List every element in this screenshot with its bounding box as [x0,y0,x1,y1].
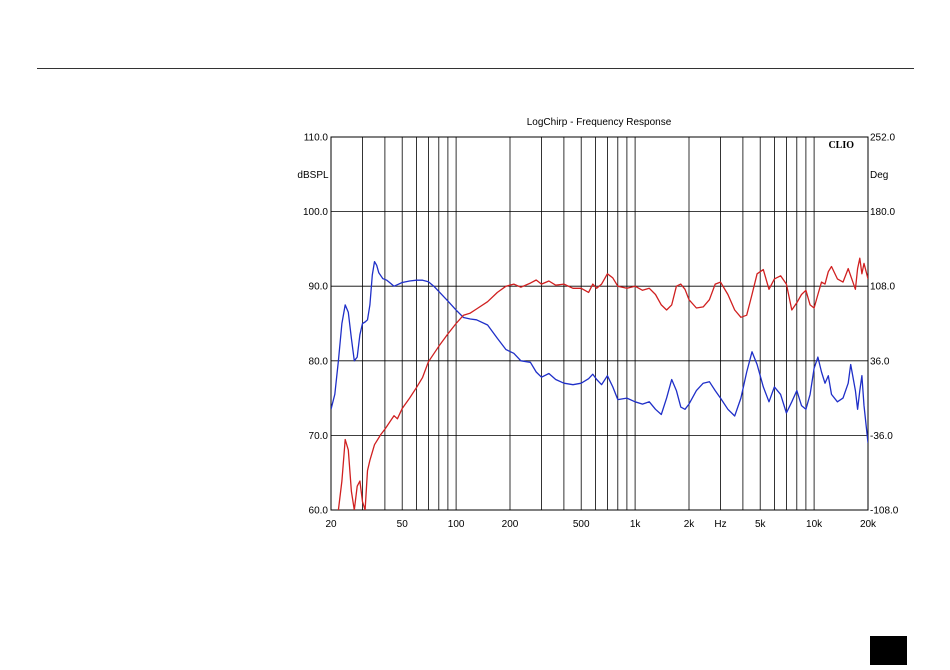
x-tick-label: 10k [806,519,823,530]
y-right-tick-label: 180.0 [870,207,895,218]
magnitude-series-line [331,260,868,443]
vertical-grid [362,137,815,510]
y-right-tick-labels: -108.0 -36.0 36.0 108.0 180.0 252.0 [870,133,899,517]
phase-series-line [337,257,868,510]
y-left-tick-label: 70.0 [309,431,329,442]
y-left-tick-label: 80.0 [309,356,329,367]
x-tick-label: 100 [448,519,465,530]
y-left-tick-label: 110.0 [304,133,329,144]
x-tick-labels: 20 50 100 200 500 1k 2k Hz 5k 10k 20k [325,519,877,530]
y-right-tick-label: 36.0 [870,356,890,367]
chart-title: LogChirp - Frequency Response [527,117,672,128]
x-tick-label: 2k [684,519,696,530]
series-layer [331,257,868,510]
x-tick-label: 1k [630,519,642,530]
y-right-tick-label: 108.0 [870,282,895,293]
y-right-tick-label: 252.0 [870,133,895,144]
y-right-unit-label: Deg [870,170,888,181]
x-tick-label: 20 [325,519,337,530]
y-left-tick-label: 60.0 [309,506,329,517]
x-tick-label: 5k [755,519,767,530]
x-tick-label: 200 [502,519,519,530]
x-tick-label: 20k [860,519,877,530]
y-left-tick-labels: 60.0 70.0 80.0 90.0 100.0 110.0 [303,133,328,517]
page-corner-block [870,636,907,665]
x-tick-label: Hz [714,519,726,530]
x-tick-label: 500 [573,519,590,530]
plot-area [330,136,869,511]
y-right-tick-label: -108.0 [870,506,899,517]
y-left-unit-label: dBSPL [297,170,329,181]
y-right-tick-label: -36.0 [870,431,893,442]
brand-label: CLIO [828,140,854,151]
x-tick-label: 50 [397,519,409,530]
top-divider-rule [37,68,914,69]
y-left-tick-label: 90.0 [309,282,329,293]
y-left-tick-label: 100.0 [303,207,328,218]
